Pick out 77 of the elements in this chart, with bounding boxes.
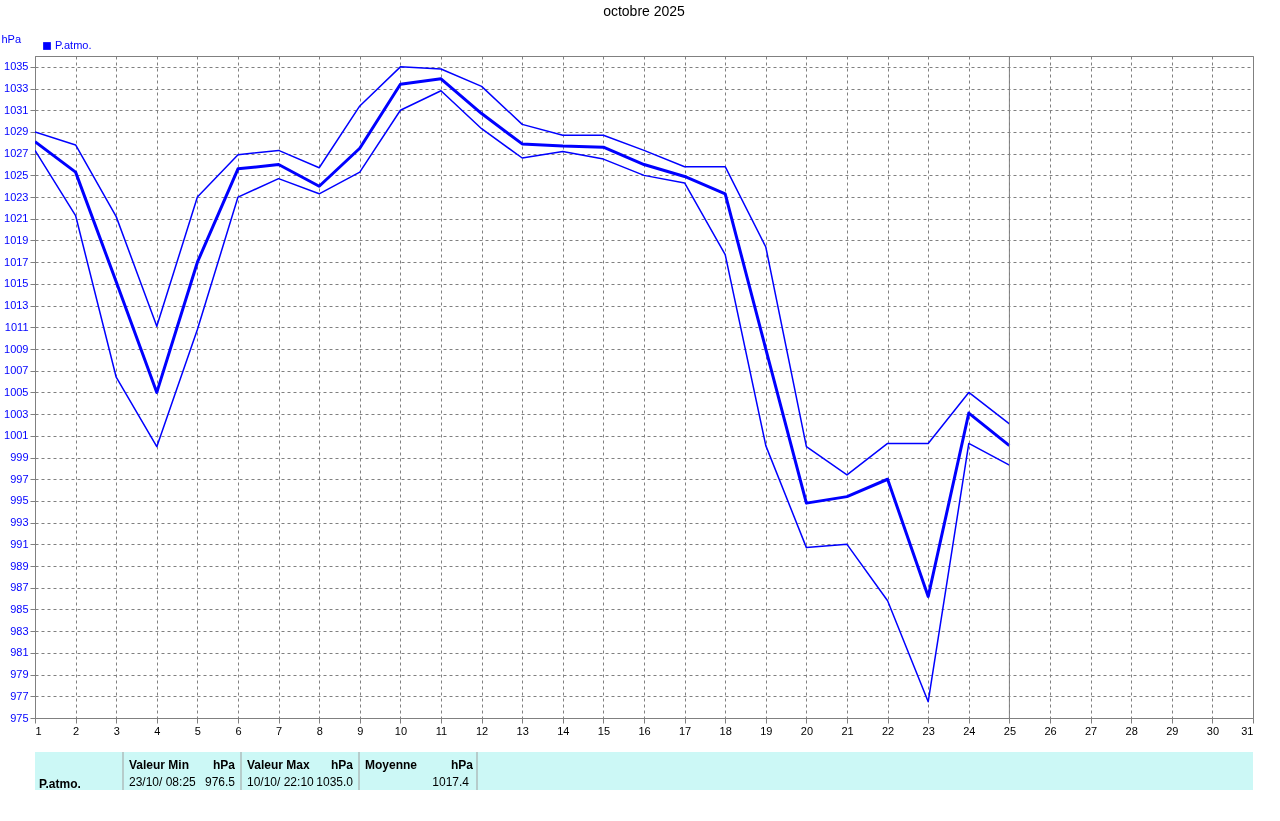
x-tick-label: 28 [1125, 724, 1138, 737]
y-tick-label: 979 [10, 668, 29, 681]
x-tick-label: 9 [357, 724, 364, 737]
y-tick-label: 1023 [4, 190, 29, 203]
y-tick-label: 1005 [4, 385, 29, 398]
y-tick-label: 991 [10, 537, 29, 550]
x-tick-label: 12 [475, 724, 489, 737]
y-tick-label: 1009 [4, 342, 29, 355]
text: hPa [213, 758, 236, 772]
x-tick-label: 21 [841, 724, 854, 737]
y-tick-label: 1001 [4, 429, 29, 442]
y-tick-label: 993 [10, 516, 29, 529]
x-tick-label: 1 [35, 724, 42, 737]
y-tick-label: 1035 [4, 60, 29, 73]
text: Valeur Min [129, 758, 190, 772]
y-tick-label: 995 [10, 494, 29, 507]
x-tick-label: 26 [1044, 724, 1057, 737]
y-tick-label: 1029 [4, 125, 29, 138]
y-tick-label: 1025 [4, 168, 29, 181]
x-tick-label: 19 [760, 724, 773, 737]
x-tick-label: 15 [597, 724, 611, 737]
x-tick-label: 23 [922, 724, 935, 737]
y-tick-label: 1007 [4, 364, 29, 377]
x-tick-label: 3 [113, 724, 120, 737]
x-tick-label: 13 [516, 724, 529, 737]
text: Moyenne [365, 758, 418, 772]
y-tick-label: 999 [10, 451, 29, 464]
y-tick-label: 981 [10, 646, 29, 659]
y-tick-label: 1017 [4, 255, 29, 268]
chart-title: octobre 2025 [603, 3, 686, 19]
x-tick-label: 31 [1241, 724, 1254, 737]
y-tick-label: 1013 [4, 299, 29, 312]
y-tick-label: 989 [10, 559, 29, 572]
y-tick-label: 1003 [4, 407, 29, 420]
x-tick-label: 17 [678, 724, 692, 737]
x-tick-label: 29 [1166, 724, 1179, 737]
y-tick-label: 985 [10, 602, 29, 615]
y-tick-label: 1021 [4, 212, 29, 225]
y-tick-label: 977 [10, 689, 29, 702]
x-tick-label: 22 [881, 724, 895, 737]
x-tick-label: 2 [73, 724, 80, 737]
x-tick-label: 4 [154, 724, 161, 737]
text: 10/10/ 22:10 [247, 775, 315, 789]
x-tick-label: 27 [1084, 724, 1098, 737]
text: hPa [331, 758, 354, 772]
x-tick-label: 7 [276, 724, 283, 737]
y-tick-label: 1015 [4, 277, 29, 290]
text: 976.5 [204, 775, 236, 789]
y-tick-label: 1011 [4, 320, 29, 333]
x-tick-label: 18 [719, 724, 732, 737]
x-tick-label: 11 [435, 724, 448, 737]
x-tick-label: 14 [557, 724, 570, 737]
x-tick-label: 30 [1206, 724, 1220, 737]
x-tick-label: 8 [316, 724, 323, 737]
x-tick-label: 6 [235, 724, 242, 737]
text: hPa [451, 758, 474, 772]
x-tick-label: 24 [963, 724, 976, 737]
text: 23/10/ 08:25 [129, 775, 197, 789]
text: Valeur Max [247, 758, 311, 772]
x-tick-label: 20 [800, 724, 814, 737]
y-tick-label: 1031 [4, 103, 29, 116]
x-tick-label: 25 [1003, 724, 1017, 737]
y-axis-title: hPa [1, 32, 22, 45]
y-tick-label: 1033 [4, 82, 29, 95]
y-tick-label: 997 [10, 472, 29, 485]
text: 1017.4 [432, 775, 470, 789]
x-tick-label: 16 [638, 724, 651, 737]
y-tick-label: 983 [10, 624, 29, 637]
legend-label: P.atmo. [55, 39, 92, 51]
text: 1035.0 [316, 775, 354, 789]
x-tick-label: 5 [194, 724, 201, 737]
y-tick-label: 975 [10, 711, 29, 724]
text: P.atmo. [39, 777, 81, 791]
x-tick-label: 10 [394, 724, 408, 737]
y-tick-label: 1027 [4, 147, 29, 160]
y-tick-label: 987 [10, 581, 29, 594]
y-tick-label: 1019 [4, 233, 29, 246]
